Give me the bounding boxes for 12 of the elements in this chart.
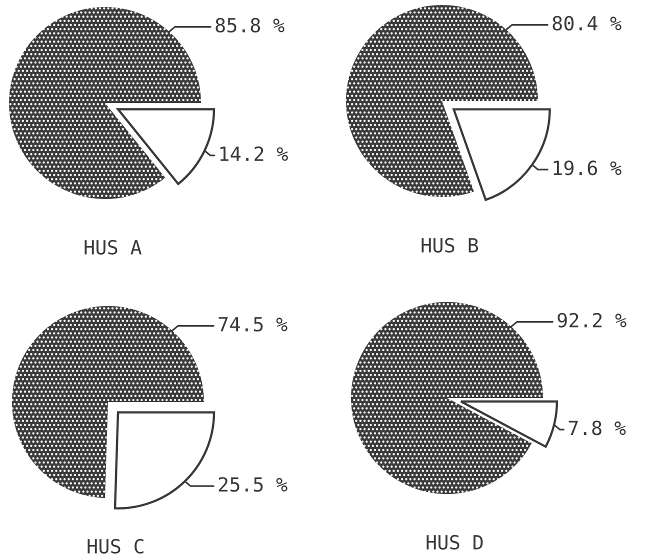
data-label: 74.5 % (218, 317, 288, 332)
text: HUS B (422, 238, 478, 253)
text: HUS A (84, 240, 142, 255)
data-label: 80.4 % (552, 16, 622, 31)
text: HUS D (426, 534, 483, 550)
data-label: 7.8 % (568, 420, 626, 436)
data-label: 92.2 % (558, 312, 626, 328)
data-label: 25.5 % (218, 477, 288, 492)
data-label: 14.2 % (220, 146, 288, 161)
data-label: 85.8 % (216, 18, 284, 33)
text: HUS C (88, 538, 144, 554)
data-label: 19.6 % (554, 160, 622, 176)
